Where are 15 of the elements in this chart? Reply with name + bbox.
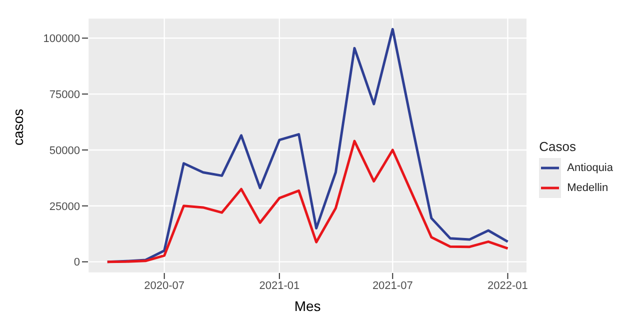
legend-label: Antioquia xyxy=(567,162,613,174)
x-tick-label: 2021-07 xyxy=(372,280,413,292)
y-tick-label: 75000 xyxy=(49,88,80,101)
x-tick-label: 2020-07 xyxy=(144,280,185,292)
line-series xyxy=(106,140,509,264)
y-tick-label: 50000 xyxy=(49,144,80,157)
x-tick-label: 2021-01 xyxy=(259,280,300,292)
legend-title: Casos xyxy=(539,138,577,154)
y-tick-label: 25000 xyxy=(49,200,80,213)
x-axis-title: Mes xyxy=(294,298,321,314)
legend-label: Medellin xyxy=(567,182,608,194)
y-tick-label: 0 xyxy=(74,256,80,269)
x-tick-label: 2022-01 xyxy=(488,280,528,292)
y-tick-label: 100000 xyxy=(43,33,80,46)
y-axis-title: casos xyxy=(10,108,26,146)
